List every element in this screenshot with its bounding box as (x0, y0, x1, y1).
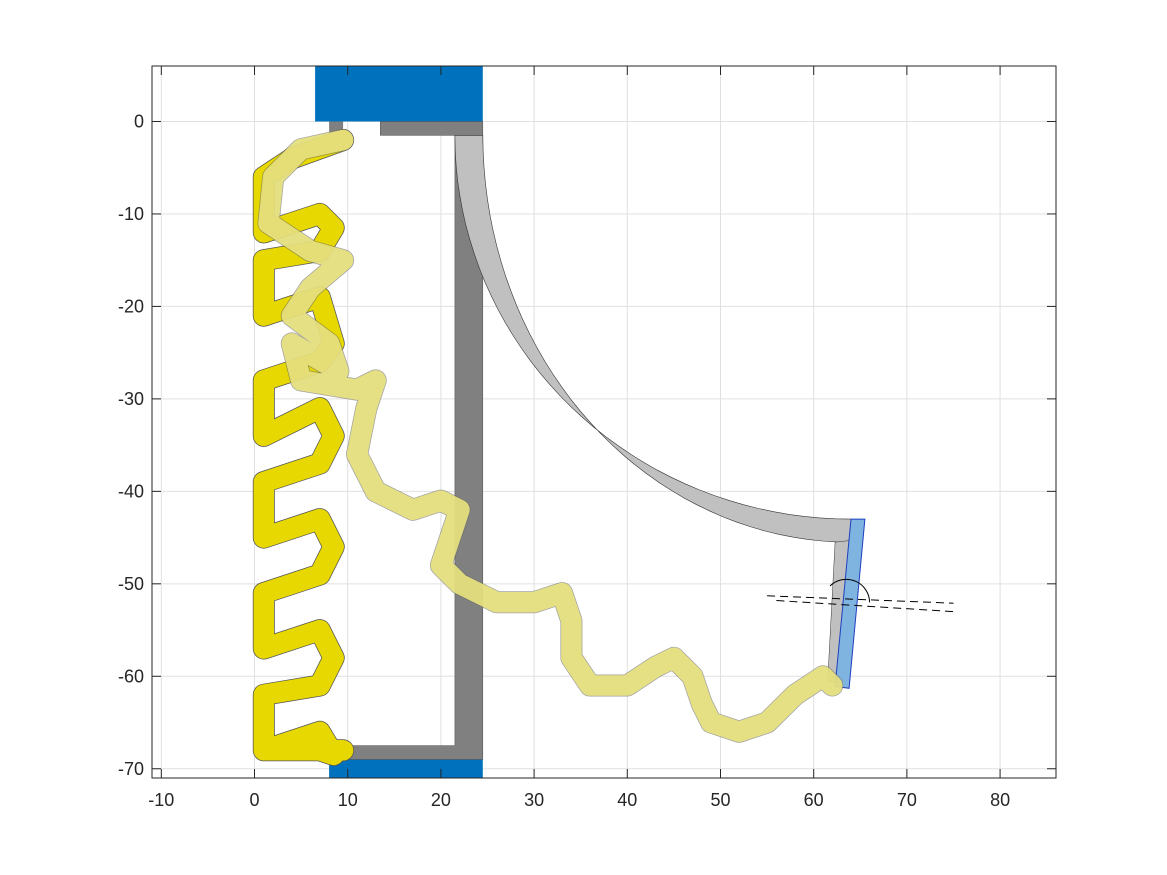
x-tick-label: 0 (250, 790, 260, 810)
x-tick-label: 80 (990, 790, 1010, 810)
end-plate (834, 518, 866, 689)
reference-line-1 (767, 595, 954, 604)
x-tick-label: 20 (431, 790, 451, 810)
series-layer (252, 128, 954, 766)
y-tick-label: -40 (118, 481, 144, 501)
x-tick-label: 30 (524, 790, 544, 810)
grid (152, 66, 1056, 778)
anchor-block-top (315, 66, 483, 122)
y-tick-label: -50 (118, 574, 144, 594)
y-tick-label: -20 (118, 296, 144, 316)
mechanism-shapes (315, 66, 866, 778)
y-tick-label: -60 (118, 666, 144, 686)
y-tick-label: -30 (118, 389, 144, 409)
x-tick-label: 70 (897, 790, 917, 810)
x-tick-label: 40 (617, 790, 637, 810)
x-tick-label: 60 (804, 790, 824, 810)
spring-deformed (258, 129, 843, 743)
tick-marks (152, 66, 1056, 778)
y-tick-label: 0 (134, 111, 144, 131)
x-tick-labels: -10 0 10 20 30 40 50 60 70 80 (148, 790, 1010, 810)
y-tick-label: -10 (118, 204, 144, 224)
reference-line-2 (776, 600, 954, 613)
y-tick-labels: 0 -10 -20 -30 -40 -50 -60 -70 (118, 111, 144, 778)
x-tick-label: -10 (148, 790, 174, 810)
y-tick-label: -70 (118, 759, 144, 779)
axes-box (151, 65, 1057, 779)
x-tick-label: 50 (710, 790, 730, 810)
angle-arc (829, 578, 871, 603)
x-tick-label: 10 (338, 790, 358, 810)
anchor-block-bottom (329, 759, 483, 778)
